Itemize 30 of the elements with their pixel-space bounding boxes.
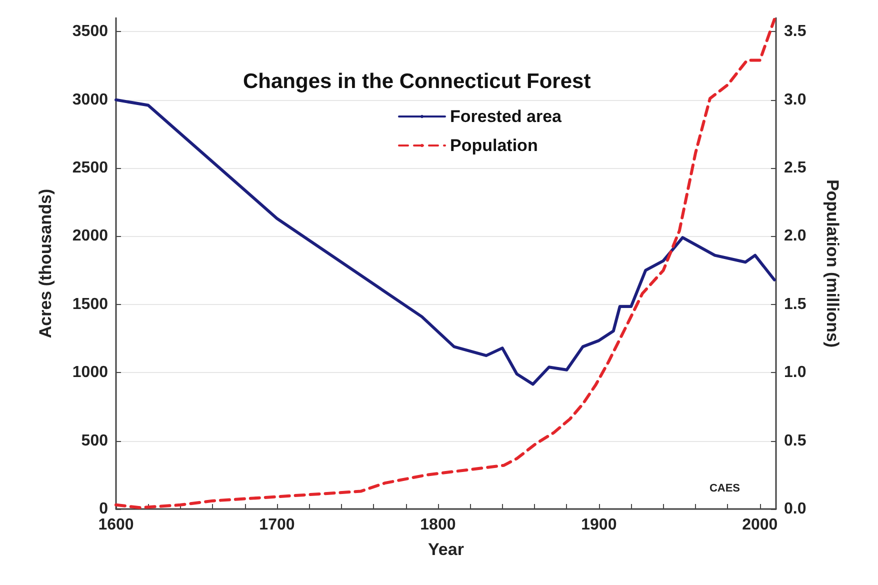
y2-tick-label: 2.5 <box>784 160 806 177</box>
y2-tick-label: 0.0 <box>784 500 806 518</box>
y-tick-label: 3500 <box>72 23 108 40</box>
y-axis-title: Acres (thousands) <box>36 188 55 338</box>
x-tick-label: 1700 <box>259 516 295 534</box>
y2-tick-label: 3.5 <box>784 23 806 40</box>
y2-tick-label: 2.0 <box>784 228 806 245</box>
text: Changes in the Connecticut Forest <box>243 70 591 93</box>
y2-tick-label: 1.0 <box>784 364 806 382</box>
y2-tick-label: 3.0 <box>784 91 806 108</box>
y-tick-label: 3000 <box>72 91 108 108</box>
y2-tick-label: 0.5 <box>784 432 806 450</box>
x-tick-label: 1800 <box>420 516 456 534</box>
y2-axis-title: Population (millions) <box>823 179 842 348</box>
legend-label: Population <box>450 136 538 155</box>
annotation: CAES <box>709 482 740 494</box>
y2-tick-label: 1.5 <box>784 296 806 313</box>
y-tick-label: 2000 <box>72 228 108 245</box>
y-tick-label: 1500 <box>72 296 108 313</box>
x-tick-label: 1900 <box>581 516 617 534</box>
y-tick-label: 500 <box>81 432 108 450</box>
x-tick-label: 2000 <box>742 516 778 534</box>
x-axis-title: Year <box>428 540 464 559</box>
line-series <box>114 18 776 510</box>
line-series <box>114 98 776 386</box>
x-tick-label: 1600 <box>98 516 134 534</box>
y-tick-label: 2500 <box>72 160 108 177</box>
legend-label: Forested area <box>450 107 562 126</box>
y-tick-label: 1000 <box>72 364 108 382</box>
y-tick-label: 0 <box>99 500 108 518</box>
